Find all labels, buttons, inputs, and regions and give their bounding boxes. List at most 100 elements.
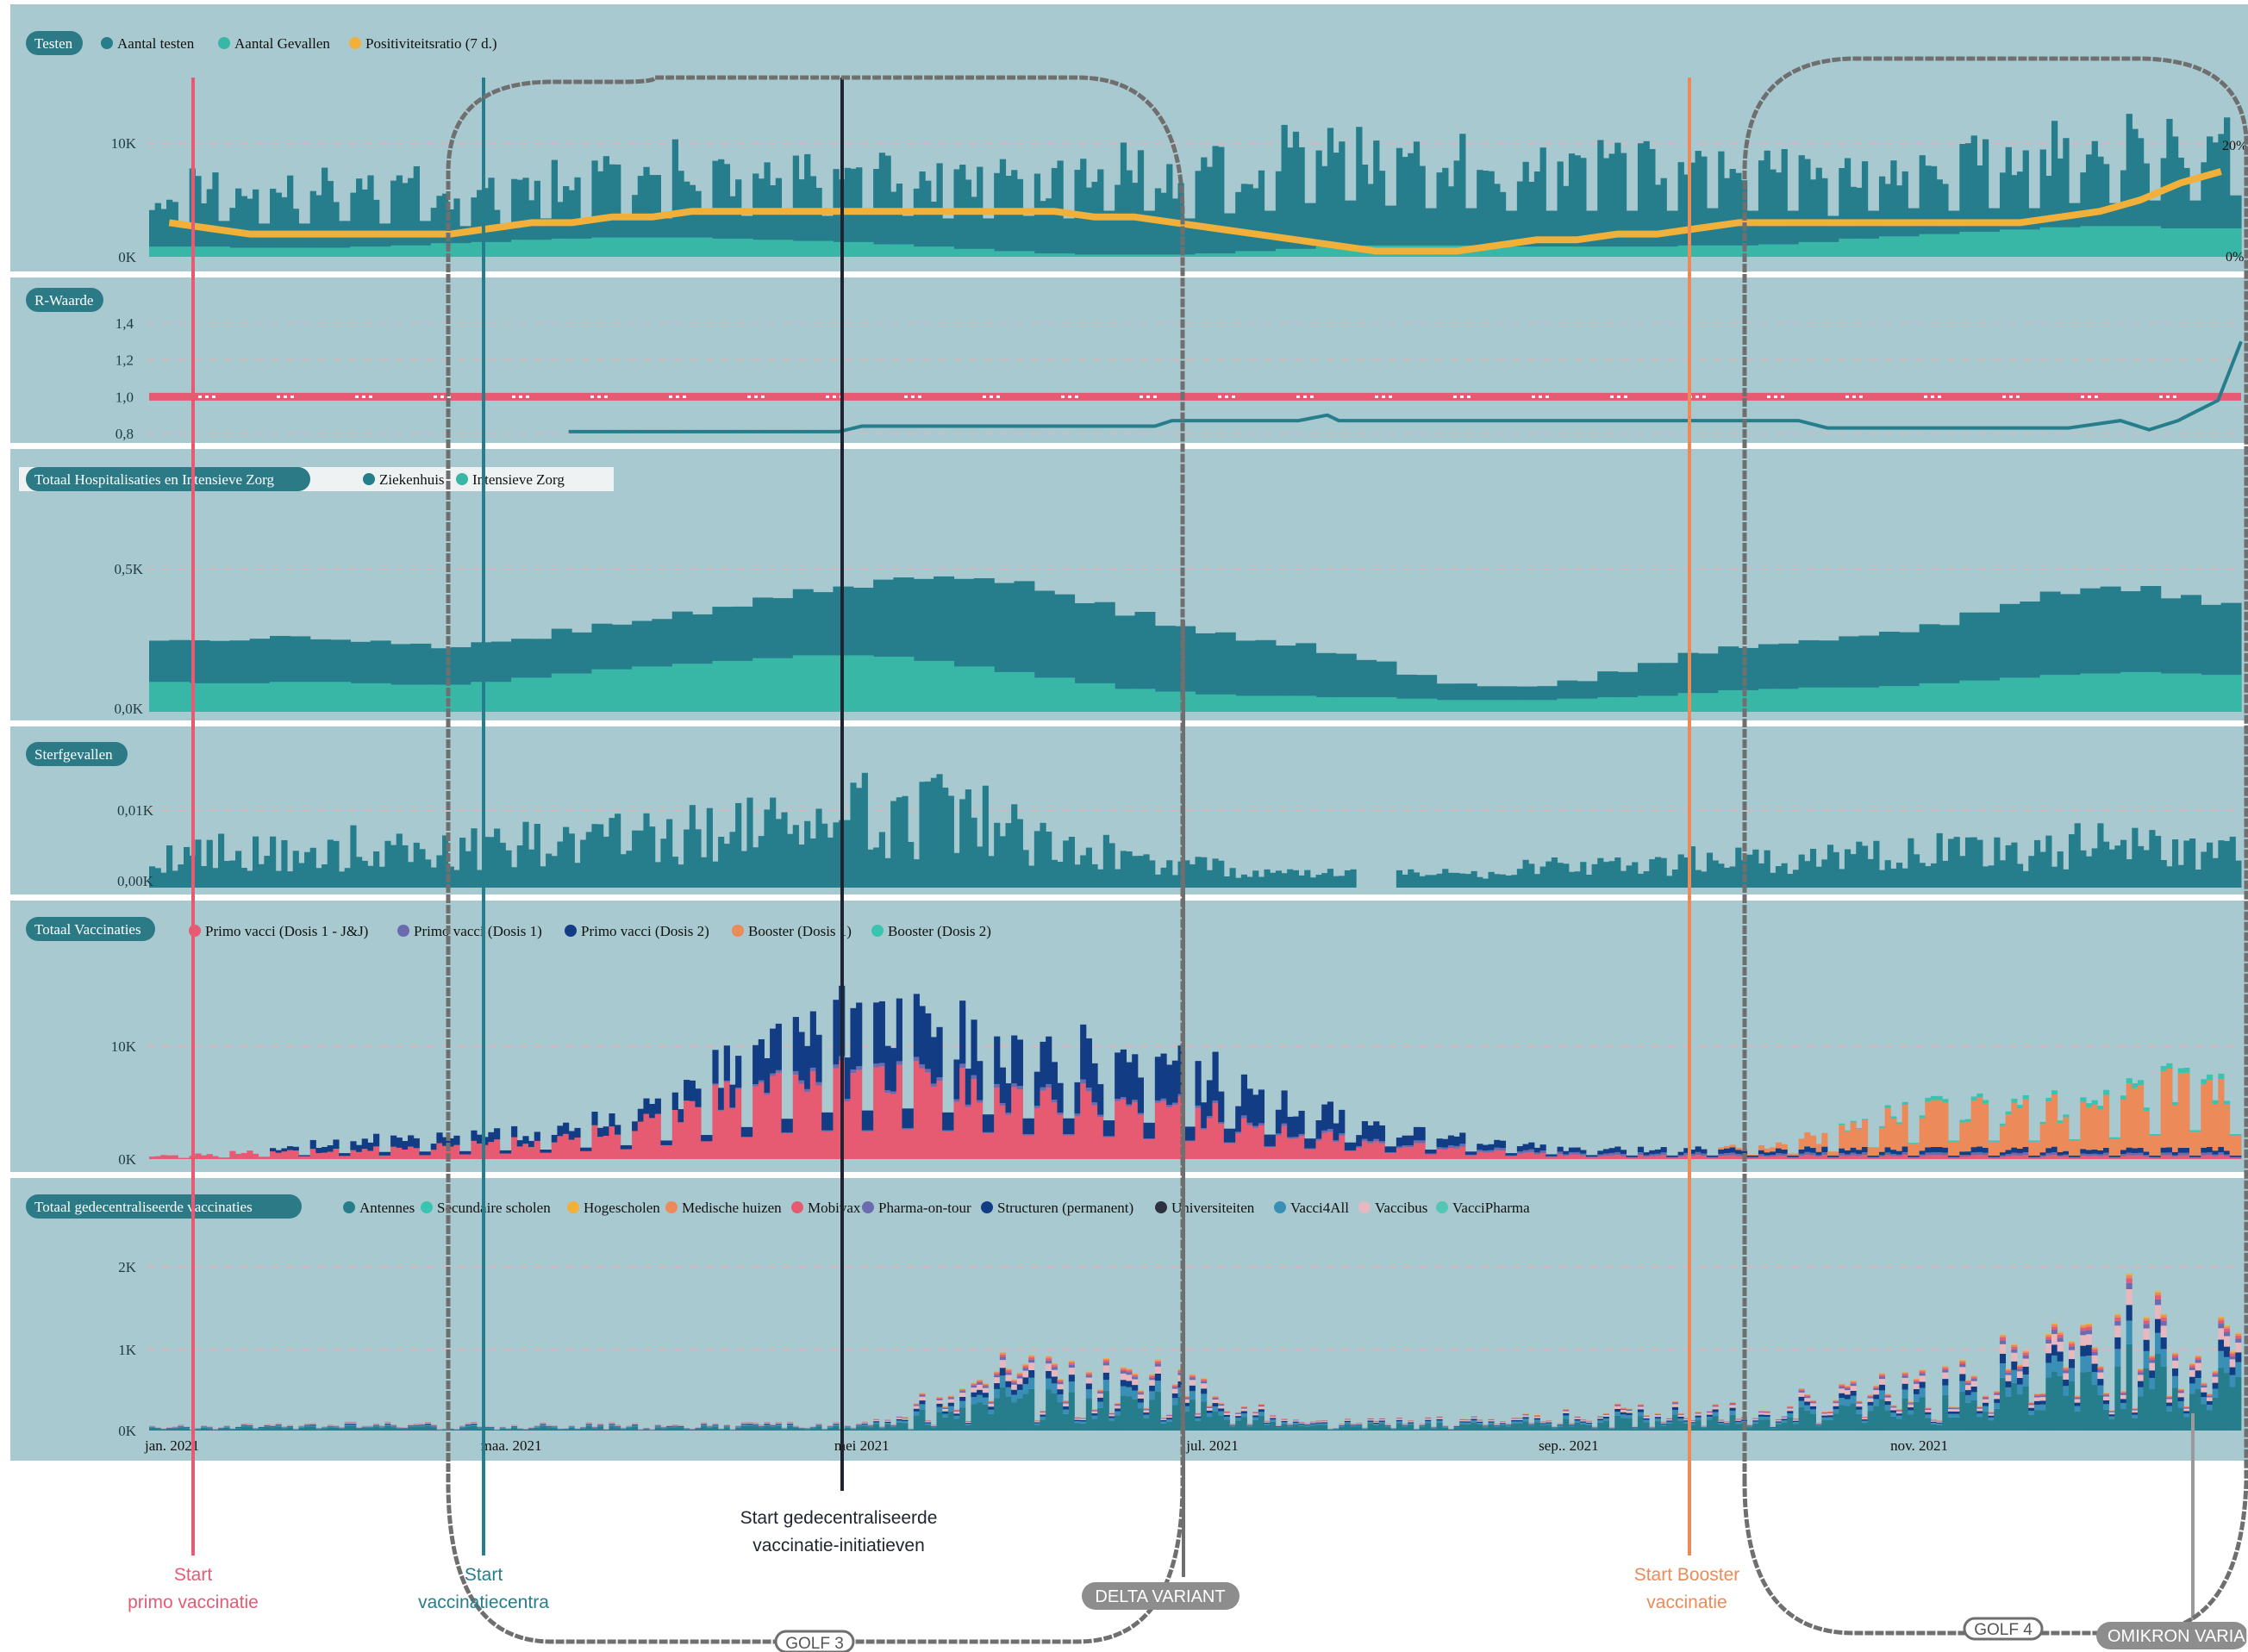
vacc-bar-0 — [1695, 1155, 1702, 1159]
sterf-bar — [1275, 870, 1283, 888]
gedec-bar-3 — [2057, 1341, 2064, 1352]
testen-bar — [1878, 176, 1886, 257]
gedec-bar-0 — [264, 1426, 271, 1431]
gedec-bar-1 — [597, 1425, 604, 1427]
gedec-bar-1 — [1206, 1412, 1213, 1418]
gedec-bar-2 — [287, 1425, 294, 1427]
vacc-bar-1 — [1442, 1147, 1449, 1150]
gedec-bar-4 — [999, 1356, 1006, 1361]
gedec-bar-0 — [2108, 1419, 2115, 1431]
sterf-bar — [2171, 839, 2179, 888]
sterf-bar — [1632, 862, 1639, 888]
testen-bar — [436, 196, 443, 257]
sterf-bar — [1884, 860, 1891, 888]
vacc-bar-0 — [1683, 1155, 1690, 1159]
gedec-bar-0 — [1826, 1419, 1834, 1431]
vacc-bar-0 — [516, 1146, 523, 1159]
sterf-bar — [1826, 845, 1834, 888]
gedec-bar-0 — [166, 1428, 173, 1431]
gedec-bar-5 — [1959, 1362, 1966, 1365]
testen-bar — [867, 210, 874, 257]
sterf-bar — [1683, 857, 1690, 888]
sterf-bar — [315, 868, 322, 888]
gedec-bar-3 — [1350, 1424, 1357, 1425]
vacc-bar-0 — [1304, 1149, 1311, 1159]
gedec-bar-1 — [1729, 1410, 1736, 1415]
gedec-bar-6 — [947, 1395, 954, 1397]
gedec-bar-6 — [1908, 1401, 1914, 1403]
gedec-bar-5 — [1729, 1403, 1736, 1405]
testen-bar — [258, 223, 265, 257]
gedec-bar-1 — [2171, 1375, 2179, 1388]
sterf-bar — [1315, 875, 1322, 888]
vacc-bar-2 — [494, 1128, 501, 1140]
gedec-bar-2 — [827, 1426, 834, 1427]
testen-bar — [1660, 178, 1667, 257]
gedec-bar-5 — [2114, 1317, 2121, 1321]
vacc-bar-0 — [2120, 1156, 2127, 1159]
vacc-bar-0 — [1568, 1154, 1576, 1159]
gedec-bar-2 — [1367, 1420, 1374, 1422]
vacc-bar-2 — [1913, 1155, 1920, 1157]
vacc-bar-2 — [1890, 1150, 1897, 1154]
gedec-bar-4 — [1063, 1402, 1070, 1404]
vacc-bar-1 — [2183, 1152, 2190, 1156]
vacc-bar-0 — [913, 1061, 920, 1159]
vacc-bar-0 — [764, 1094, 771, 1159]
gedec-bar-2 — [1171, 1393, 1178, 1399]
gedec-bar-5 — [1022, 1366, 1029, 1368]
sterf-bar — [534, 824, 540, 888]
gedec-bar-2 — [1339, 1424, 1346, 1426]
gedec-bar-2 — [1746, 1425, 1753, 1427]
sterf-bar — [1091, 863, 1098, 888]
testen-bar — [1516, 181, 1524, 257]
gedec-bar-5 — [1235, 1412, 1242, 1414]
gedec-bar-5 — [1166, 1414, 1173, 1416]
sterf-bar — [1695, 870, 1702, 888]
vacc-bar-0 — [2011, 1155, 2018, 1159]
gedec-bar-3 — [1264, 1421, 1271, 1423]
gedec-bar-0 — [884, 1424, 891, 1431]
vacc-bar-2 — [287, 1146, 294, 1150]
vacc-bar-1 — [1189, 1140, 1196, 1142]
gedec-bar-4 — [1580, 1419, 1587, 1421]
vacc-bar-0 — [775, 1072, 782, 1159]
gedec-bar-1 — [1942, 1385, 1949, 1395]
gedec-bar-3 — [1539, 1422, 1546, 1424]
gedec-bar-0 — [2120, 1408, 2127, 1431]
gedec-bar-0 — [477, 1428, 484, 1431]
vacc-bar-2 — [1005, 1083, 1012, 1113]
vacc-bar-2 — [1097, 1084, 1104, 1115]
gedec-bar-2 — [2091, 1363, 2098, 1373]
gedec-bar-7 — [2137, 1368, 2145, 1369]
gedec-bar-4 — [1919, 1373, 1926, 1376]
gedec-bar-1 — [2016, 1384, 2024, 1395]
vacc-bar-2 — [1091, 1063, 1098, 1103]
testen-bar — [695, 190, 702, 257]
gedec-bar-0 — [2160, 1366, 2167, 1431]
vacc-bar-0 — [1459, 1146, 1466, 1159]
gedec-bar-2 — [884, 1421, 891, 1424]
gedec-bar-5 — [982, 1384, 989, 1387]
gevallen-bar — [471, 241, 512, 257]
vacc-bar-2 — [603, 1126, 609, 1136]
sterf-bar — [1143, 854, 1150, 888]
gedec-bar-2 — [2063, 1379, 2070, 1387]
gedec-bar-2 — [1839, 1393, 1845, 1399]
vacc-bar-1 — [1160, 1098, 1167, 1101]
gedec-bar-0 — [1844, 1406, 1851, 1431]
vacc-bar-0 — [1815, 1156, 1822, 1159]
gevallen-bar — [551, 238, 592, 257]
gedec-bar-1 — [1120, 1386, 1127, 1396]
gedec-bar-4 — [1976, 1407, 1983, 1409]
gedec-bar-5 — [1085, 1373, 1092, 1375]
vacc-bar-1 — [1063, 1134, 1070, 1136]
gedec-bar-7 — [1132, 1373, 1139, 1375]
gedec-bar-1 — [1649, 1427, 1656, 1429]
vacc-bar-3 — [1930, 1100, 1938, 1148]
vacc-bar-2 — [770, 1028, 777, 1074]
gedec-bar-0 — [1315, 1424, 1322, 1431]
gedec-bar-1 — [499, 1428, 506, 1429]
gedec-bar-2 — [896, 1418, 902, 1421]
sterf-bar — [1959, 856, 1966, 888]
